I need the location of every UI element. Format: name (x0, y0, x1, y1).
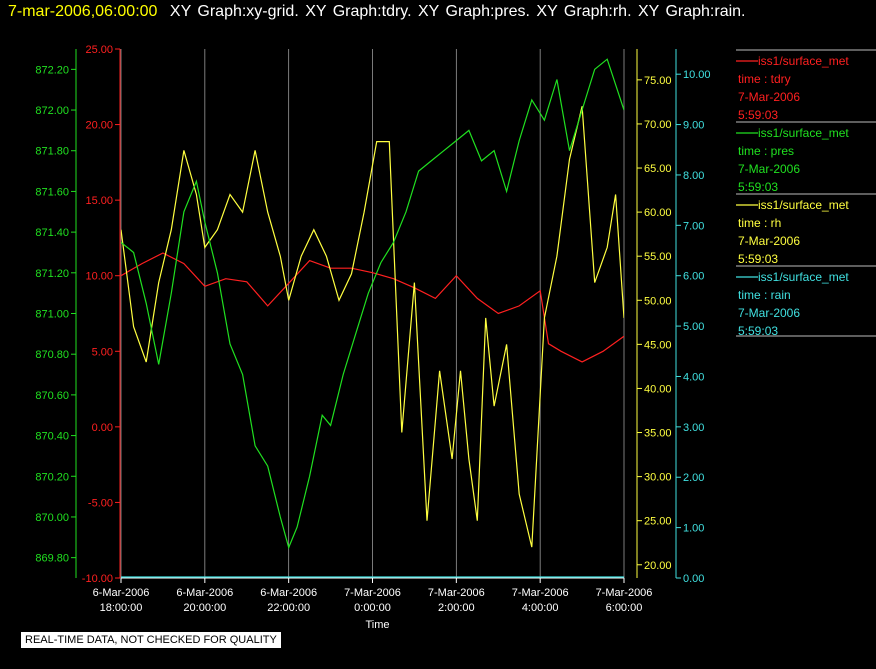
pres-tick-label: 871.40 (35, 227, 69, 239)
rain-tick-label: 10.00 (683, 69, 711, 81)
header-graph-list: XY Graph:xy-grid. XY Graph:tdry. XY Grap… (169, 3, 746, 20)
legend-detail: 5:59:03 (738, 324, 778, 338)
x-tick-label: 7-Mar-2006 (344, 587, 401, 599)
tdry-tick-label: 0.00 (92, 422, 113, 434)
rain-tick-label: 6.00 (683, 271, 704, 283)
rh-tick-label: 55.00 (644, 251, 672, 263)
quality-note: REAL-TIME DATA, NOT CHECKED FOR QUALITY (20, 631, 282, 649)
rh-tick-label: 65.00 (644, 163, 672, 175)
x-tick-label: 6-Mar-2006 (176, 587, 233, 599)
rh-tick-label: 50.00 (644, 295, 672, 307)
x-tick-label: 6-Mar-2006 (260, 587, 317, 599)
x-tick-label: 4:00:00 (522, 602, 559, 614)
tdry-tick-label: 10.00 (85, 271, 113, 283)
header-timestamp: 7-mar-2006,06:00:00 (8, 3, 158, 20)
pres-tick-label: 871.20 (35, 268, 69, 280)
pres-tick-label: 871.00 (35, 309, 69, 321)
rain-tick-label: 7.00 (683, 220, 704, 232)
header-bar: 7-mar-2006,06:00:00 XY Graph:xy-grid. XY… (8, 3, 746, 21)
legend-detail: 7-Mar-2006 (738, 90, 800, 104)
x-tick-label: 20:00:00 (183, 602, 226, 614)
x-tick-label: 18:00:00 (100, 602, 143, 614)
tdry-series-line (121, 252, 624, 363)
pres-tick-label: 870.60 (35, 390, 69, 402)
legend-name: iss1/surface_met (758, 270, 849, 284)
pres-tick-label: 872.00 (35, 105, 69, 117)
legend-detail: 5:59:03 (738, 108, 778, 122)
pres-tick-label: 870.80 (35, 349, 69, 361)
pres-tick-label: 871.80 (35, 146, 69, 158)
rh-tick-label: 40.00 (644, 383, 672, 395)
rain-tick-label: 9.00 (683, 120, 704, 132)
tdry-tick-label: -5.00 (88, 497, 113, 509)
rh-tick-label: 60.00 (644, 207, 672, 219)
legend-name: iss1/surface_met (758, 54, 849, 68)
pres-tick-label: 870.00 (35, 512, 69, 524)
rain-tick-label: 0.00 (683, 573, 704, 585)
legend-detail: 7-Mar-2006 (738, 306, 800, 320)
rain-tick-label: 2.00 (683, 472, 704, 484)
legend-detail: 7-Mar-2006 (738, 234, 800, 248)
x-tick-label: 7-Mar-2006 (596, 587, 653, 599)
pres-tick-label: 871.60 (35, 186, 69, 198)
legend-detail: time : rh (738, 216, 781, 230)
rh-tick-label: 70.00 (644, 119, 672, 131)
rh-tick-label: 25.00 (644, 516, 672, 528)
pres-tick-label: 870.20 (35, 471, 69, 483)
rain-tick-label: 4.00 (683, 371, 704, 383)
legend-detail: 7-Mar-2006 (738, 162, 800, 176)
x-tick-label: 6-Mar-2006 (93, 587, 150, 599)
rh-tick-label: 75.00 (644, 75, 672, 87)
legend-detail: 5:59:03 (738, 180, 778, 194)
rh-series-line (121, 106, 624, 548)
pres-tick-label: 872.20 (35, 64, 69, 76)
tdry-tick-label: -10.00 (82, 573, 113, 585)
pres-series-line (121, 58, 624, 550)
pres-tick-label: 870.40 (35, 431, 69, 443)
rain-tick-label: 3.00 (683, 422, 704, 434)
x-tick-label: 7-Mar-2006 (512, 587, 569, 599)
rh-tick-label: 20.00 (644, 560, 672, 572)
x-axis-title: Time (365, 619, 389, 631)
legend-detail: time : rain (738, 288, 791, 302)
x-tick-label: 2:00:00 (438, 602, 475, 614)
legend-detail: time : tdry (738, 72, 791, 86)
tdry-tick-label: 25.00 (85, 44, 113, 56)
x-tick-label: 22:00:00 (267, 602, 310, 614)
rh-tick-label: 35.00 (644, 428, 672, 440)
x-tick-label: 6:00:00 (606, 602, 643, 614)
x-tick-label: 7-Mar-2006 (428, 587, 485, 599)
legend-detail: time : pres (738, 144, 794, 158)
rain-tick-label: 5.00 (683, 321, 704, 333)
rh-tick-label: 45.00 (644, 339, 672, 351)
legend-name: iss1/surface_met (758, 126, 849, 140)
rh-tick-label: 30.00 (644, 472, 672, 484)
rain-tick-label: 8.00 (683, 170, 704, 182)
tdry-tick-label: 15.00 (85, 195, 113, 207)
x-tick-label: 0:00:00 (354, 602, 391, 614)
legend-detail: 5:59:03 (738, 252, 778, 266)
tdry-tick-label: 5.00 (92, 346, 113, 358)
pres-tick-label: 869.80 (35, 553, 69, 565)
tdry-tick-label: 20.00 (85, 120, 113, 132)
rain-tick-label: 1.00 (683, 523, 704, 535)
legend-name: iss1/surface_met (758, 198, 849, 212)
